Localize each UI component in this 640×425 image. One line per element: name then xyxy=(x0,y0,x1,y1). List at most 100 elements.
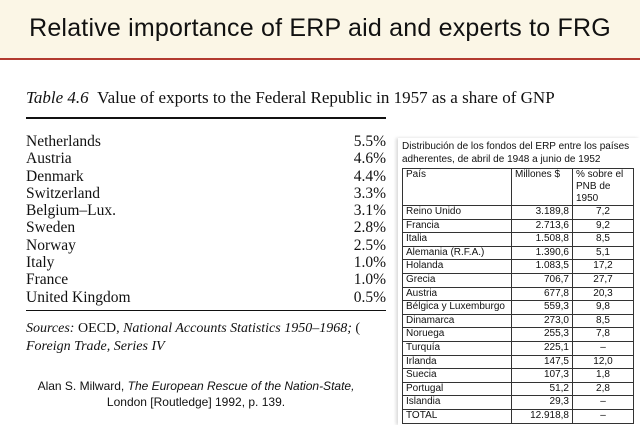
exports-row: Sweden 2.8% xyxy=(26,219,386,236)
erp-cell-millones: 677,8 xyxy=(511,286,573,302)
erp-cell-pais: Dinamarca xyxy=(402,313,512,329)
exports-row: Netherlands 5.5% xyxy=(26,133,386,150)
erp-col-pct: % sobre el PNB de 1950 xyxy=(572,168,634,206)
exports-value: 4.4% xyxy=(353,167,386,185)
table-top-rule xyxy=(26,117,386,119)
erp-cell-pct: 20,3 xyxy=(572,286,634,302)
erp-row: Grecia 706,7 27,7 xyxy=(402,272,634,288)
sources-line-1: Sources: OECD, National Accounts Statist… xyxy=(26,320,396,338)
erp-cell-pais: TOTAL xyxy=(402,408,512,424)
erp-cell-pct: – xyxy=(572,340,634,356)
exports-row: Denmark 4.4% xyxy=(26,168,386,185)
erp-cell-millones: 225,1 xyxy=(511,340,573,356)
erp-cell-millones: 706,7 xyxy=(511,272,573,288)
exports-value: 5.5% xyxy=(353,133,386,150)
exports-value: 2.8% xyxy=(353,219,386,237)
erp-cell-millones: 29,3 xyxy=(511,395,573,410)
erp-row: Portugal 51,2 2,8 xyxy=(402,381,634,397)
erp-cell-millones: 107,3 xyxy=(511,368,573,383)
erp-cell-pct: 5,1 xyxy=(572,245,634,261)
sources-cut: ( xyxy=(355,321,361,336)
citation-author: Alan S. Milward, xyxy=(37,379,125,393)
erp-cell-pais: Italia xyxy=(402,232,512,247)
erp-cell-millones: 3.189,8 xyxy=(511,205,573,220)
table-caption-text: Value of exports to the Federal Republic… xyxy=(97,88,555,107)
citation-book: The European Rescue of the Nation-State, xyxy=(127,379,355,393)
erp-row: Turquía 225,1– xyxy=(402,340,634,356)
exports-value: 2.5% xyxy=(353,236,386,254)
erp-cell-pais: Suecia xyxy=(402,368,512,383)
exports-country: France xyxy=(26,271,69,289)
erp-row: Dinamarca 273,0 8,5 xyxy=(402,313,634,329)
erp-cell-millones: 147,5 xyxy=(511,354,573,370)
exports-value: 0.5% xyxy=(353,288,386,306)
erp-distribution-table: Distribución de los fondos del ERP entre… xyxy=(398,138,640,425)
erp-cell-pct: 17,2 xyxy=(572,259,634,274)
slide-title: Relative importance of ERP aid and exper… xyxy=(29,14,611,42)
exports-value: 1.0% xyxy=(353,271,386,289)
exports-value: 4.6% xyxy=(353,150,386,168)
table-caption: Table 4.6 Value of exports to the Federa… xyxy=(26,88,555,108)
erp-cell-pct: 8,5 xyxy=(572,232,634,247)
erp-cell-millones: 1.083,5 xyxy=(511,259,573,274)
erp-cell-millones: 2.713,6 xyxy=(511,218,573,234)
sources-note: Sources: OECD, National Accounts Statist… xyxy=(26,320,396,356)
erp-cell-pais: Reino Unido xyxy=(402,205,512,220)
erp-cell-pais: Bélgica y Luxemburgo xyxy=(402,300,512,315)
exports-country: Netherlands xyxy=(26,133,101,150)
exports-country: Switzerland xyxy=(26,184,101,202)
erp-cell-pais: Francia xyxy=(402,218,512,234)
exports-country: Belgium–Lux. xyxy=(26,202,116,220)
erp-cell-pais: Noruega xyxy=(402,327,512,342)
erp-cell-millones: 51,2 xyxy=(511,381,573,397)
exports-table: Netherlands 5.5% Austria 4.6% Denmark 4.4% Swi… xyxy=(26,133,386,306)
erp-cell-pct: 7,2 xyxy=(572,205,634,220)
exports-country: Italy xyxy=(26,254,55,272)
exports-row: United Kingdom 0.5% xyxy=(26,289,386,306)
erp-cell-pct: 2,8 xyxy=(572,381,634,397)
citation: Alan S. Milward, The European Rescue of … xyxy=(26,378,366,410)
erp-cell-pais: Austria xyxy=(402,286,512,302)
erp-table: País Millones $ % sobre el PNB de 1950 R… xyxy=(402,168,634,424)
erp-cell-pct: 1,8 xyxy=(572,368,634,383)
erp-cell-pct: 7,8 xyxy=(572,327,634,342)
erp-row: Islandia 29,3– xyxy=(402,395,634,410)
erp-heading-line-1: Distribución de los fondos del ERP entre… xyxy=(402,141,630,152)
erp-row: Austria 677,8 20,3 xyxy=(402,286,634,302)
table-bottom-rule xyxy=(26,310,386,311)
exports-value: 1.0% xyxy=(353,254,386,272)
exports-country: Sweden xyxy=(26,219,76,237)
exports-country: United Kingdom xyxy=(26,288,131,306)
erp-cell-pais: Alemania (R.F.A.) xyxy=(402,245,512,261)
erp-row: Reino Unido 3.189,8 7,2 xyxy=(402,205,634,220)
exports-row: Switzerland 3.3% xyxy=(26,185,386,202)
exports-row: Norway 2.5% xyxy=(26,237,386,254)
exports-row: Italy 1.0% xyxy=(26,254,386,271)
erp-cell-pais: Irlanda xyxy=(402,354,512,370)
erp-cell-pct: 8,5 xyxy=(572,313,634,329)
erp-cell-millones: 273,0 xyxy=(511,313,573,329)
erp-cell-pct: – xyxy=(572,395,634,410)
table-label: Table 4.6 xyxy=(26,88,89,107)
exports-country: Norway xyxy=(26,236,76,254)
exports-row: Austria 4.6% xyxy=(26,150,386,167)
erp-cell-pais: Grecia xyxy=(402,272,512,288)
exports-row: France 1.0% xyxy=(26,271,386,288)
sources-label: Sources: xyxy=(26,321,75,336)
sources-publisher: OECD, xyxy=(77,321,120,336)
erp-col-millones: Millones $ xyxy=(511,168,573,206)
erp-cell-pct: – xyxy=(572,408,634,424)
erp-cell-millones: 12.918,8 xyxy=(511,408,573,424)
erp-row: TOTAL 12.918,8– xyxy=(402,408,634,424)
erp-row: Suecia 107,3 1,8 xyxy=(402,368,634,383)
erp-cell-pais: Turquía xyxy=(402,340,512,356)
erp-row: Italia 1.508,8 8,5 xyxy=(402,232,634,247)
erp-header-row: País Millones $ % sobre el PNB de 1950 xyxy=(402,168,634,206)
erp-cell-pct: 12,0 xyxy=(572,354,634,370)
erp-cell-pais: Holanda xyxy=(402,259,512,274)
sources-series: Foreign Trade, Series IV xyxy=(26,339,165,354)
erp-table-heading: Distribución de los fondos del ERP entre… xyxy=(402,140,640,166)
erp-cell-pct: 27,7 xyxy=(572,272,634,288)
erp-row: Noruega 255,3 7,8 xyxy=(402,327,634,342)
citation-line-1: Alan S. Milward, The European Rescue of … xyxy=(26,378,366,394)
